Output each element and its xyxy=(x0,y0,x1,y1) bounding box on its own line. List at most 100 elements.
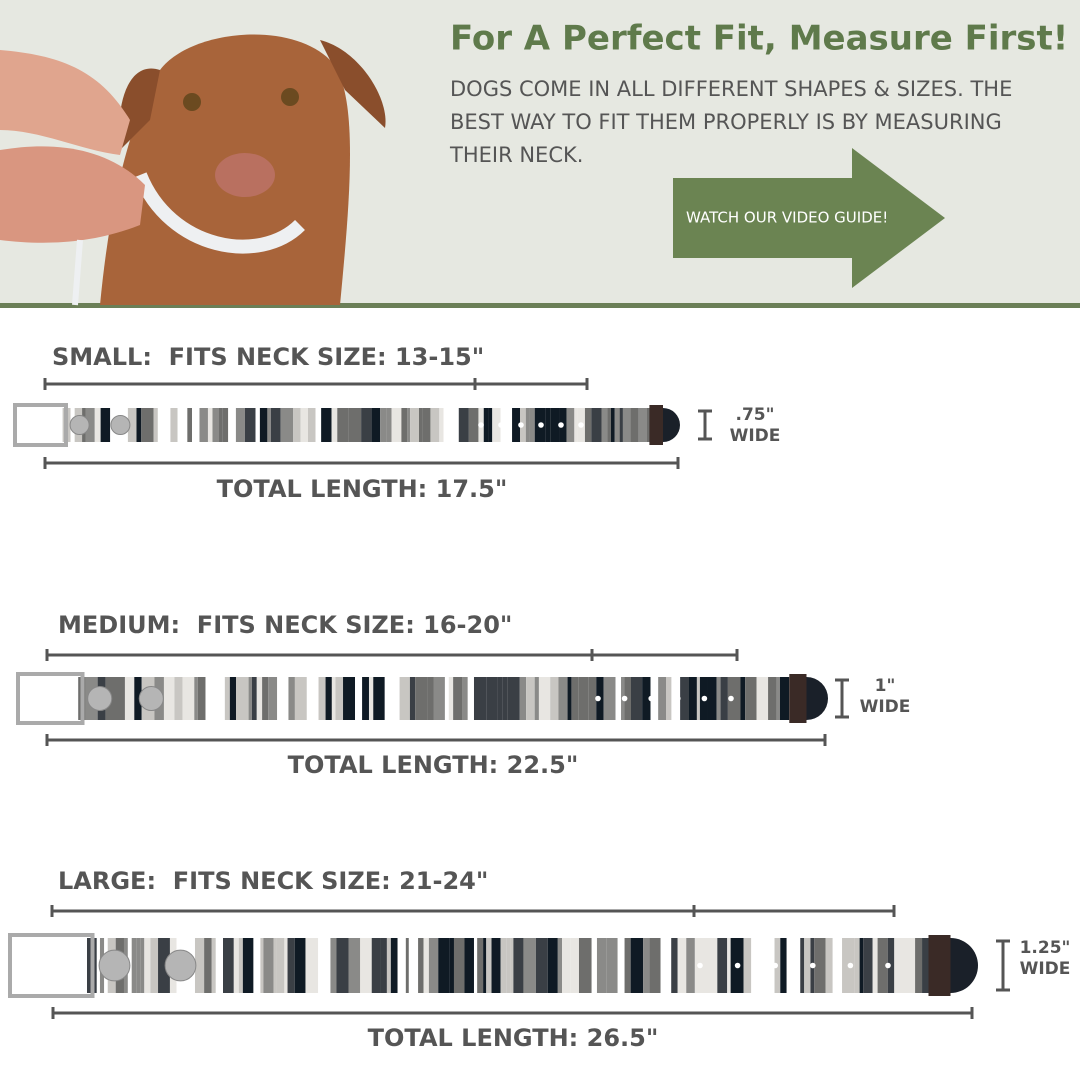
stripe xyxy=(486,938,492,993)
stripe xyxy=(464,938,474,993)
title: For A Perfect Fit, Measure First! xyxy=(450,19,1068,59)
stripe xyxy=(235,408,245,442)
stripe xyxy=(199,408,208,442)
hole xyxy=(810,962,816,969)
stripe xyxy=(224,677,230,720)
stripe xyxy=(756,677,769,720)
rivet xyxy=(87,685,113,712)
stripe xyxy=(825,938,833,993)
description-line: THEIR NECK. xyxy=(449,143,583,167)
stripe xyxy=(696,677,700,720)
stripe xyxy=(720,677,728,720)
rivet xyxy=(69,414,90,436)
stripe xyxy=(386,938,391,993)
stripe xyxy=(348,938,361,993)
stripe xyxy=(745,677,757,720)
stripe xyxy=(430,408,440,442)
stripe xyxy=(500,938,507,993)
rivet xyxy=(110,414,131,436)
stripe xyxy=(786,938,797,993)
stripe xyxy=(507,677,520,720)
stripe xyxy=(194,677,198,720)
stripe xyxy=(751,938,759,993)
stripe xyxy=(859,938,864,993)
stripe xyxy=(473,677,487,720)
stripe xyxy=(163,677,175,720)
stripe xyxy=(614,408,620,442)
video-button[interactable]: WATCH OUR VIDEO GUIDE! xyxy=(673,148,945,288)
stripe xyxy=(716,677,721,720)
stripe xyxy=(743,938,752,993)
stripe xyxy=(796,938,801,993)
stripe xyxy=(780,938,787,993)
stripe xyxy=(529,408,535,442)
arrow[interactable] xyxy=(673,148,945,288)
stripe xyxy=(211,938,216,993)
stripe xyxy=(534,677,539,720)
width-value: .75" xyxy=(736,405,775,425)
stripe xyxy=(512,408,520,442)
hole xyxy=(728,695,734,702)
stripe xyxy=(222,408,229,442)
stripe xyxy=(177,408,188,442)
stripe xyxy=(770,938,775,993)
stripe xyxy=(251,677,257,720)
stripe xyxy=(307,408,316,442)
stripe xyxy=(140,938,145,993)
stripe xyxy=(238,938,243,993)
keeper xyxy=(789,674,807,723)
stripe xyxy=(650,677,659,720)
button-label[interactable]: WATCH OUR VIDEO GUIDE! xyxy=(686,209,888,227)
stripe xyxy=(887,938,895,993)
stripe xyxy=(666,677,672,720)
stripe xyxy=(922,938,933,993)
stripe xyxy=(263,938,274,993)
stripe xyxy=(399,677,410,720)
stripe xyxy=(194,938,205,993)
stripe xyxy=(607,408,611,442)
stripe xyxy=(455,408,459,442)
stripe xyxy=(642,677,651,720)
stripe xyxy=(256,677,263,720)
stripe xyxy=(182,677,195,720)
hole xyxy=(518,422,524,428)
stripe xyxy=(386,408,392,442)
stripe xyxy=(331,677,336,720)
description-line: BEST WAY TO FIT THEM PROPERLY IS BY MEAS… xyxy=(450,110,1002,134)
stripe xyxy=(631,677,643,720)
size-label: SMALL: FITS NECK SIZE: 13-15" xyxy=(52,343,484,371)
stripe xyxy=(94,408,101,442)
stripe xyxy=(244,408,256,442)
stripe xyxy=(205,677,216,720)
stripe xyxy=(318,938,331,993)
stripe xyxy=(407,408,411,442)
stripe xyxy=(491,938,501,993)
stripe xyxy=(615,677,622,720)
stripe xyxy=(253,938,261,993)
stripe xyxy=(144,938,151,993)
hole xyxy=(734,962,741,969)
stripe xyxy=(415,677,428,720)
stripe xyxy=(192,408,200,442)
stripe xyxy=(409,677,416,720)
stripe xyxy=(863,938,873,993)
width-value: 1" xyxy=(875,676,896,696)
stripe xyxy=(336,938,349,993)
stripe xyxy=(686,938,695,993)
keeper xyxy=(928,935,951,996)
width-word: WIDE xyxy=(860,697,911,717)
stripe xyxy=(513,938,524,993)
stripe xyxy=(273,938,277,993)
stripe xyxy=(288,677,295,720)
hole xyxy=(847,962,854,969)
stripe xyxy=(453,938,465,993)
stripe xyxy=(502,677,508,720)
stripe xyxy=(483,408,489,442)
stripe xyxy=(622,408,631,442)
stripe xyxy=(248,677,252,720)
buckle xyxy=(13,403,68,447)
stripe xyxy=(276,938,285,993)
stripe xyxy=(519,677,527,720)
stripe xyxy=(390,938,398,993)
stripe xyxy=(116,677,125,720)
